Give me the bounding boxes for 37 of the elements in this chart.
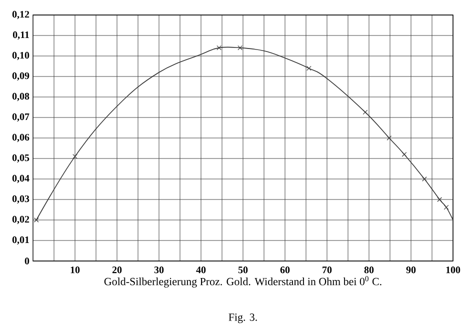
point [386, 136, 392, 140]
x-tick-label: 90 [406, 266, 416, 274]
x-tick-label: 100 [446, 266, 460, 274]
point [306, 66, 312, 71]
caption: Fig. 3. [228, 314, 257, 324]
y-tick-label: 0,04 [12, 174, 30, 184]
point [437, 197, 442, 202]
y-tick-label: 0,09 [12, 72, 30, 81]
point [72, 154, 78, 159]
x-tick-label: 20 [112, 266, 122, 274]
x-axis-title: Gold-Silberlegierung Proz. Gold. Widerstand in Ohm bei 0$^{0}$ C. [104, 276, 382, 288]
y-tick-label: 0,08 [12, 92, 30, 102]
y-tick-label: 0,11 [12, 31, 29, 40]
y-tick-label: 0 [24, 258, 30, 264]
x-tick-label: 10 [70, 266, 80, 274]
point [422, 176, 427, 182]
y-tick-label: 0,10 [12, 52, 30, 60]
x-tick-label: 50 [238, 266, 248, 274]
point [238, 45, 242, 50]
y-tick-label: 0,06 [12, 134, 30, 142]
x-tick-label: 80 [364, 266, 374, 274]
point [444, 204, 449, 210]
point [362, 110, 368, 115]
x-tick-label: 30 [154, 266, 164, 274]
y-tick-label: 0,03 [12, 195, 30, 204]
x-tick-label: 70 [322, 266, 332, 274]
point [402, 152, 407, 157]
y-tick-label: 0,05 [12, 154, 30, 163]
y-tick-label: 0,01 [12, 236, 29, 245]
x-tick-label: 40 [196, 266, 206, 274]
y-tick-label: 0,12 [12, 10, 30, 20]
point [216, 45, 222, 50]
y-tick-label: 0,02 [12, 216, 30, 224]
y-tick-label: 0,07 [12, 113, 30, 122]
line-series [36, 46, 454, 220]
x-tick-label: 60 [280, 266, 290, 274]
point [34, 218, 39, 222]
